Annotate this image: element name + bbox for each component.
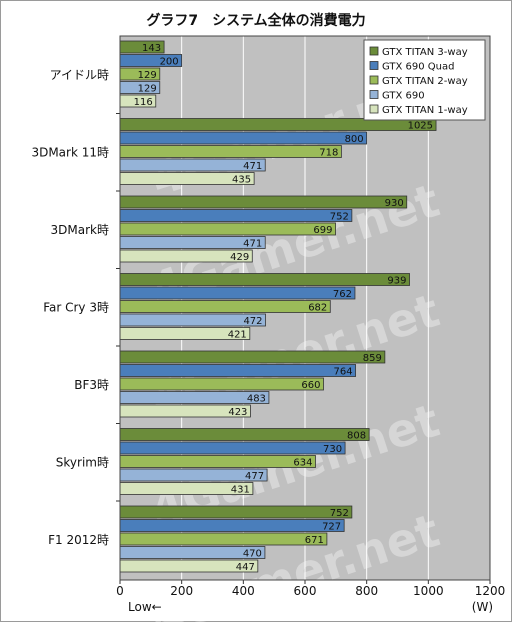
x-tick-label: 200 xyxy=(170,584,193,598)
bar-value-label: 116 xyxy=(134,97,153,108)
bar xyxy=(119,532,328,546)
bar xyxy=(119,195,408,209)
bar-value-label: 859 xyxy=(363,353,382,364)
legend-swatch xyxy=(369,104,379,114)
bar xyxy=(119,364,356,377)
bar-value-label: 470 xyxy=(243,549,262,560)
x-tick-label: 400 xyxy=(232,584,255,598)
bar-value-label: 431 xyxy=(231,485,250,496)
category-label: Skyrim時 xyxy=(56,455,109,469)
bar-value-label: 471 xyxy=(243,239,262,250)
bar xyxy=(119,377,324,391)
bar xyxy=(119,145,342,158)
legend-label: GTX TITAN 2-way xyxy=(382,76,468,87)
legend-label: GTX TITAN 1-way xyxy=(382,105,468,116)
bar-value-label: 808 xyxy=(347,431,366,442)
bar-value-label: 200 xyxy=(160,57,179,68)
bar-value-label: 764 xyxy=(333,367,352,378)
bar xyxy=(119,455,316,468)
bar-value-label: 939 xyxy=(387,276,406,287)
bar-value-label: 143 xyxy=(142,43,161,54)
bar xyxy=(119,286,356,300)
bar-value-label: 800 xyxy=(345,134,364,145)
bar-value-label: 435 xyxy=(232,175,251,186)
bar xyxy=(119,505,353,519)
bar-value-label: 472 xyxy=(243,316,262,327)
bar-value-label: 671 xyxy=(305,535,324,546)
bar-value-label: 730 xyxy=(323,444,342,455)
legend-box xyxy=(363,39,486,121)
x-tick-label: 800 xyxy=(355,584,378,598)
legend: GTX TITAN 3-way GTX 690 Quad GTX TITAN 2-w… xyxy=(363,39,486,121)
plot-area: 4Gamer.net4Gamer.net4Gamer.net4Gamer.net… xyxy=(31,35,506,622)
low-note: Low← xyxy=(128,600,162,614)
bar xyxy=(119,300,331,313)
x-tick-label: 1200 xyxy=(475,584,506,598)
bar-value-label: 634 xyxy=(293,458,312,469)
category-label: F1 2012時 xyxy=(48,533,109,547)
legend-label: GTX 690 xyxy=(382,91,425,102)
x-tick-label: 600 xyxy=(294,584,317,598)
legend-label: GTX 690 Quad xyxy=(382,62,454,73)
bar-value-label: 752 xyxy=(330,508,349,519)
category-label: 3DMark時 xyxy=(51,223,109,237)
bar-value-label: 423 xyxy=(228,407,247,418)
bar-value-label: 660 xyxy=(301,380,320,391)
bar-value-label: 682 xyxy=(308,303,327,314)
bar xyxy=(119,519,345,532)
chart-title: グラフ7 システム全体の消費電力 xyxy=(146,12,365,29)
bar xyxy=(119,428,370,441)
category-label: BF3時 xyxy=(74,378,109,392)
legend-label: GTX TITAN 3-way xyxy=(382,47,468,58)
plot-border xyxy=(119,35,491,581)
bar-value-label: 752 xyxy=(330,212,349,223)
bar-value-label: 727 xyxy=(322,522,341,533)
bar-value-label: 762 xyxy=(333,289,352,300)
legend-swatch xyxy=(369,46,379,56)
x-tick-label: 1000 xyxy=(413,584,444,598)
bar-value-label: 930 xyxy=(385,198,404,209)
legend-swatch xyxy=(369,90,379,99)
legend-swatch xyxy=(369,61,379,70)
bar-value-label: 483 xyxy=(247,394,266,405)
bar-value-label: 429 xyxy=(230,252,249,263)
bar-value-label: 129 xyxy=(138,84,157,95)
bar-value-label: 129 xyxy=(138,70,157,81)
bar xyxy=(119,209,353,222)
bar-value-label: 477 xyxy=(245,471,264,482)
bar-value-label: 447 xyxy=(236,562,255,573)
bar xyxy=(119,222,336,236)
x-unit-label: (W) xyxy=(472,600,493,614)
bar xyxy=(119,273,410,286)
bar-value-label: 699 xyxy=(313,225,332,236)
bar xyxy=(119,441,346,455)
bar xyxy=(119,131,368,145)
category-label: Far Cry 3時 xyxy=(43,300,109,314)
category-label: 3DMark 11時 xyxy=(31,145,109,159)
category-label: アイドル時 xyxy=(50,68,109,82)
legend-swatch xyxy=(369,75,379,85)
bar xyxy=(119,350,386,364)
x-tick-label: 0 xyxy=(116,584,124,598)
bar-value-label: 471 xyxy=(243,161,262,172)
bar-value-label: 718 xyxy=(319,148,338,159)
bar-value-label: 1025 xyxy=(408,121,433,132)
bar-value-label: 421 xyxy=(228,330,247,341)
